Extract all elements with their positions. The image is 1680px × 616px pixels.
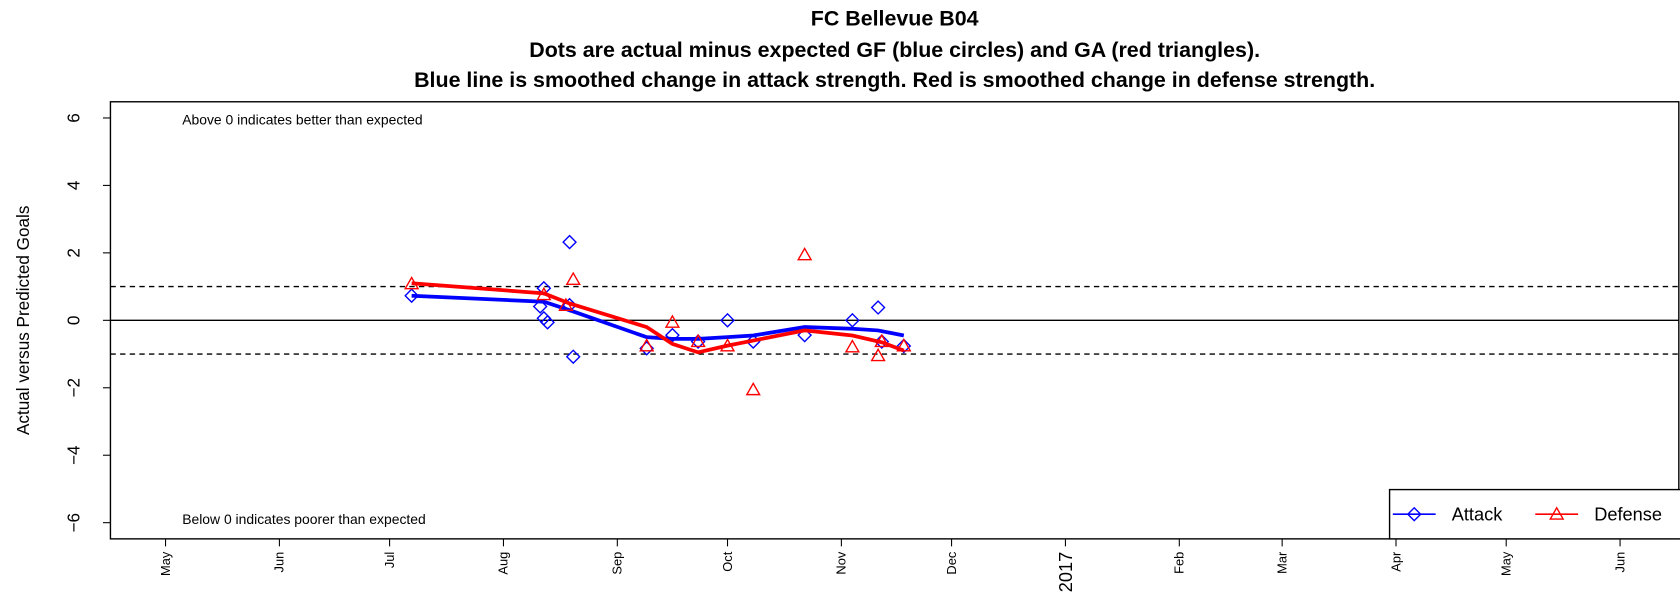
y-tick-label: −2: [63, 378, 83, 398]
legend-marker: [1406, 506, 1422, 522]
data-point: [665, 327, 680, 343]
x-tick-label: Jul: [382, 552, 397, 568]
y-tick-label: 4: [63, 180, 83, 190]
data-point: [536, 310, 552, 326]
y-tick-label: −6: [63, 513, 83, 533]
x-tick-label: Nov: [834, 551, 849, 574]
chart-subtitle: Dots are actual minus expected GF (blue …: [529, 38, 1260, 62]
y-tick-label: 6: [63, 113, 83, 123]
data-point: [536, 286, 552, 301]
legend-box: [1388, 488, 1680, 540]
x-tick-label: May: [158, 551, 173, 576]
data-point: [540, 314, 555, 330]
x-tick-label: Aug: [496, 552, 511, 575]
legend-label: Defense: [1594, 505, 1662, 525]
smooth-line: [411, 293, 905, 341]
data-point: [844, 339, 861, 353]
data-point: [896, 338, 912, 352]
x-tick-label: 2017: [1056, 552, 1076, 593]
annotation: Above 0 indicates better than expected: [182, 111, 422, 127]
data-point: [690, 334, 706, 349]
data-point: [565, 349, 581, 365]
x-tick-label: Apr: [1388, 551, 1403, 572]
x-tick-label: Sep: [610, 552, 625, 575]
data-point: [404, 288, 420, 304]
data-point: [719, 338, 736, 352]
data-point: [844, 312, 860, 328]
data-point: [532, 299, 548, 314]
y-axis-title: Actual versus Predicted Goals: [13, 206, 33, 435]
data-point: [720, 312, 735, 328]
data-point: [690, 333, 706, 348]
legend-marker: [1549, 506, 1565, 520]
x-tick-label: Feb: [1172, 552, 1187, 574]
data-point: [558, 297, 574, 311]
x-tick-label: Mar: [1274, 551, 1289, 574]
data-point: [562, 234, 577, 250]
data-point: [565, 271, 581, 286]
legend-label: Attack: [1452, 505, 1503, 525]
data-point: [797, 247, 813, 261]
x-tick-label: Oct: [720, 551, 735, 571]
chart-title: FC Bellevue B04: [811, 7, 979, 31]
y-tick-label: 2: [63, 248, 83, 258]
data-point: [664, 314, 681, 328]
data-point: [870, 347, 886, 362]
y-tick-label: 0: [63, 316, 83, 326]
data-point: [896, 338, 912, 354]
data-point: [745, 381, 761, 396]
x-tick-label: Jun: [272, 552, 287, 573]
y-tick-label: −4: [63, 445, 83, 465]
x-tick-label: Dec: [944, 551, 959, 574]
data-point: [404, 276, 420, 290]
smooth-line: [411, 281, 905, 355]
x-tick-label: May: [1498, 551, 1513, 576]
annotation: Below 0 indicates poorer than expected: [182, 511, 426, 527]
data-point: [639, 338, 655, 352]
data-point: [870, 300, 886, 315]
x-tick-label: Jun: [1612, 552, 1627, 573]
data-point: [874, 333, 890, 348]
chart-subtitle: Blue line is smoothed change in attack s…: [414, 68, 1375, 92]
